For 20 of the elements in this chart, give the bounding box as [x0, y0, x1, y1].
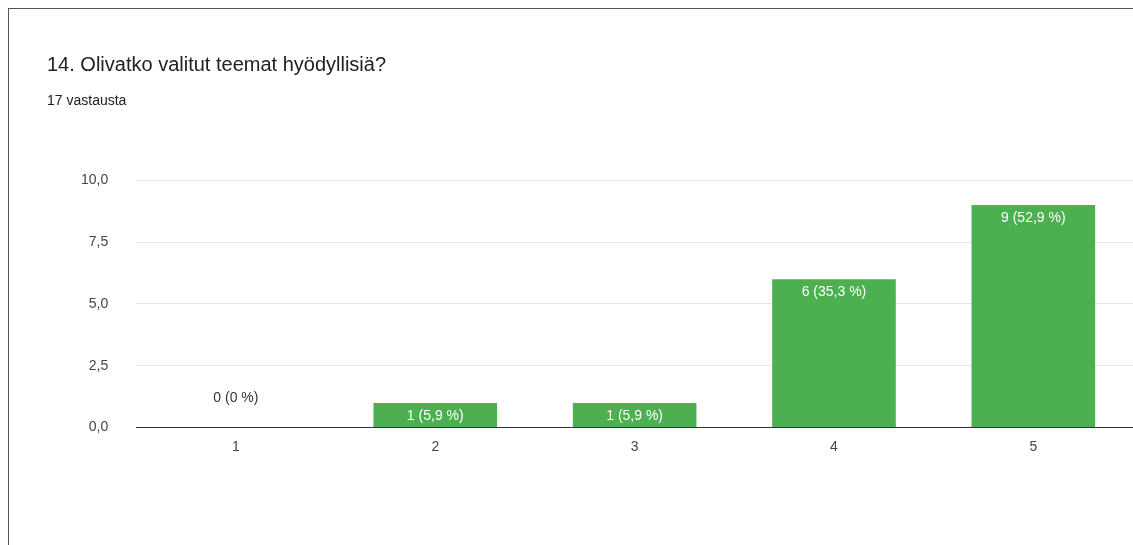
data-label: 6 (35,3 %)	[801, 283, 867, 300]
y-tick-label: 2,5	[88, 356, 109, 373]
bar	[971, 205, 1096, 428]
bar	[373, 402, 498, 428]
data-label: 9 (52,9 %)	[1001, 208, 1066, 225]
chart-title: 14. Olivatko valitut teemat hyödyllisiä?	[47, 53, 387, 76]
bar	[772, 279, 896, 428]
y-tick-label: 5,0	[88, 294, 109, 311]
x-tick-label: 4	[830, 437, 839, 454]
y-tick-label: 0,0	[88, 418, 109, 435]
y-tick-label: 10,0	[81, 171, 109, 188]
x-tick-label: 2	[431, 437, 440, 454]
chart-subtitle: 17 vastausta	[47, 92, 127, 108]
x-tick-label: 3	[630, 437, 639, 454]
data-label: 1 (5,9 %)	[606, 406, 664, 423]
y-tick-label: 7,5	[88, 233, 109, 250]
x-tick-label: 5	[1029, 437, 1038, 454]
x-tick-label: 1	[232, 437, 241, 454]
data-label: 0 (0 %)	[213, 389, 259, 406]
data-label: 1 (5,9 %)	[406, 406, 464, 423]
